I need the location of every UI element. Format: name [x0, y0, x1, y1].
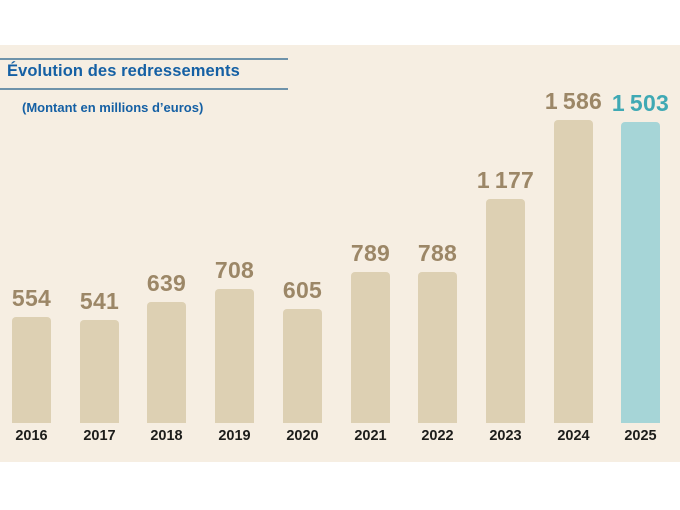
- year-label-2023: 2023: [489, 428, 522, 444]
- chart-unit-note: (Montant en millions d’euros): [22, 100, 204, 115]
- bar-2018: [147, 302, 186, 423]
- year-label-2021: 2021: [354, 428, 387, 444]
- value-label-2018: 639: [146, 270, 187, 296]
- value-label-2020: 605: [282, 277, 323, 303]
- value-label-2024: 1 586: [544, 88, 603, 114]
- year-label-2018: 2018: [150, 428, 183, 444]
- value-label-2025: 1 503: [611, 90, 670, 116]
- bar-2016: [12, 317, 51, 423]
- value-label-2021: 789: [350, 240, 391, 266]
- year-label-2016: 2016: [15, 428, 48, 444]
- title-rule-top: [0, 58, 288, 60]
- bar-2024: [554, 120, 593, 423]
- year-label-2024: 2024: [557, 428, 590, 444]
- value-label-2019: 708: [214, 257, 255, 283]
- year-label-2017: 2017: [83, 428, 116, 444]
- value-label-2023: 1 177: [476, 167, 535, 193]
- bar-2025: [621, 122, 660, 423]
- title-rule-bottom: [0, 88, 288, 90]
- year-label-2020: 2020: [286, 428, 319, 444]
- value-label-2016: 554: [11, 285, 52, 311]
- value-label-2022: 788: [417, 240, 458, 266]
- bar-2021: [351, 272, 390, 423]
- year-label-2025: 2025: [624, 428, 657, 444]
- year-label-2019: 2019: [218, 428, 251, 444]
- bar-2020: [283, 309, 322, 423]
- bar-2022: [418, 272, 457, 423]
- year-label-2022: 2022: [421, 428, 454, 444]
- bar-2017: [80, 320, 119, 423]
- value-label-2017: 541: [79, 288, 120, 314]
- bar-2023: [486, 199, 525, 423]
- chart-title: Évolution des redressements: [7, 62, 240, 80]
- bar-2019: [215, 289, 254, 423]
